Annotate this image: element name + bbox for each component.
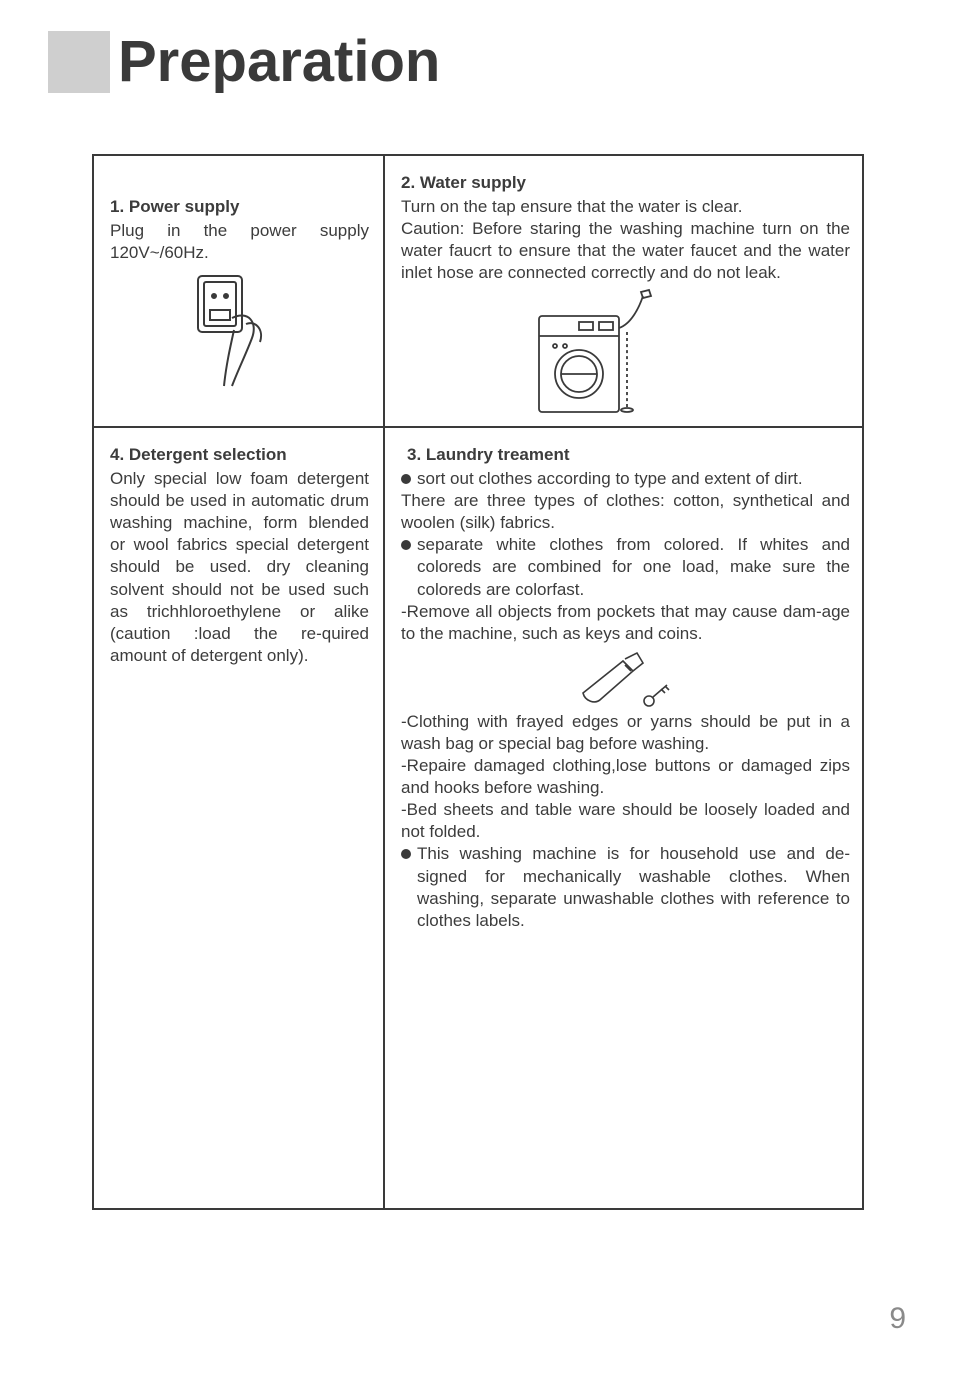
laundry-dash-2: -Clothing with frayed edges or yarns sho…: [401, 711, 850, 755]
section-detergent: 4. Detergent selection Only special low …: [94, 428, 383, 677]
socks-and-key-icon: [571, 651, 681, 711]
bullet-icon: [401, 849, 411, 859]
title-accent-box: [48, 31, 110, 93]
laundry-b1-lead: sort out clothes according to type and e…: [417, 468, 803, 490]
laundry-b2: separate white clothes from colored. If …: [417, 534, 850, 600]
section-water-supply: 2. Water supply Turn on the tap ensure t…: [385, 156, 864, 428]
heading-water: 2. Water supply: [401, 172, 850, 194]
bullet-icon: [401, 540, 411, 550]
page-title: Preparation: [118, 28, 440, 95]
laundry-b1-cont: There are three types of clothes: cotton…: [401, 490, 850, 534]
body-water-1: Turn on the tap ensure that the water is…: [401, 196, 850, 218]
section-laundry: 3. Laundry treament sort out clothes acc…: [385, 428, 864, 942]
body-water-2: Caution: Before staring the washing mach…: [401, 218, 850, 284]
laundry-dash-1: -Remove all objects from pockets that ma…: [401, 601, 850, 645]
laundry-bullet-2: separate white clothes from colored. If …: [401, 534, 850, 600]
content-frame: 1. Power supply Plug in the power supply…: [92, 154, 864, 1210]
body-power: Plug in the power supply 120V~/60Hz.: [110, 220, 369, 264]
heading-detergent: 4. Detergent selection: [110, 444, 369, 466]
washer-with-faucet-icon: [531, 288, 671, 418]
bullet-icon: [401, 474, 411, 484]
body-detergent: Only special low foam detergent should b…: [110, 468, 369, 667]
laundry-b3: This washing machine is for household us…: [417, 843, 850, 931]
section-power-supply: 1. Power supply Plug in the power supply…: [94, 180, 383, 400]
title-row: Preparation: [48, 28, 954, 95]
laundry-dash-3: -Repaire damaged clothing,lose buttons o…: [401, 755, 850, 799]
hand-plugging-outlet-icon: [190, 270, 290, 390]
heading-power: 1. Power supply: [110, 196, 369, 218]
page-number: 9: [889, 1302, 906, 1336]
laundry-bullet-3: This washing machine is for household us…: [401, 843, 850, 931]
heading-laundry: 3. Laundry treament: [407, 444, 850, 466]
laundry-dash-4: -Bed sheets and table ware should be loo…: [401, 799, 850, 843]
laundry-bullet-1: sort out clothes according to type and e…: [401, 468, 850, 490]
